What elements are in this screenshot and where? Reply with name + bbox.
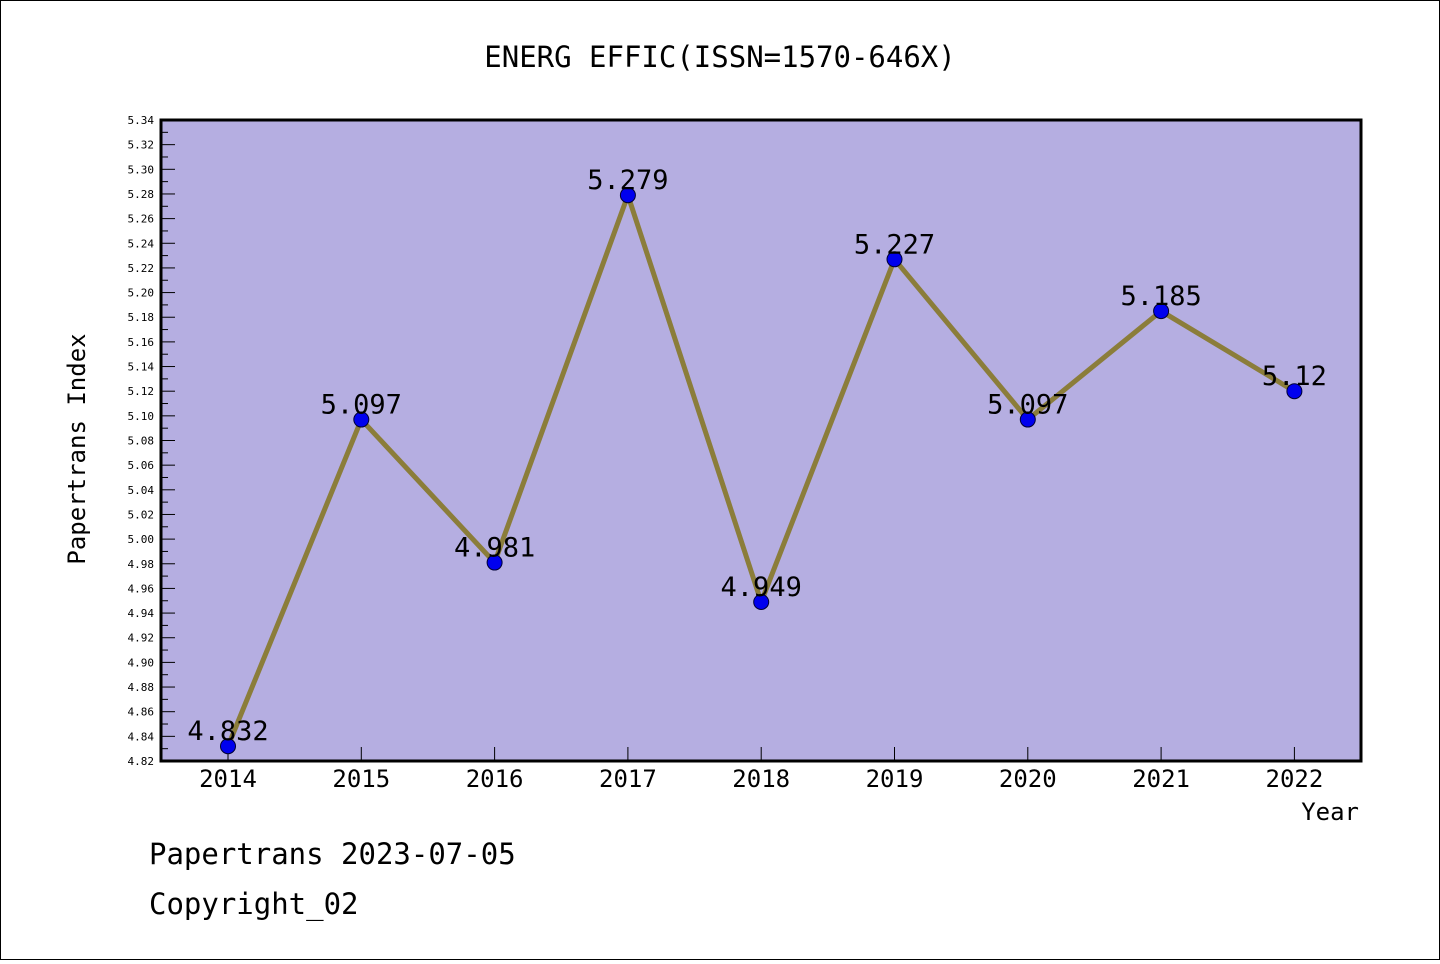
y-tick-label: 5.30 [128, 163, 155, 176]
y-tick-label: 5.06 [128, 459, 155, 472]
y-tick-label: 5.18 [128, 311, 155, 324]
y-tick-label: 5.04 [128, 484, 155, 497]
y-axis-label: Papertrans Index [63, 333, 91, 564]
x-tick-label: 2018 [732, 765, 790, 793]
data-label: 4.832 [187, 716, 268, 747]
data-point [886, 251, 903, 268]
x-tick-label: 2017 [599, 765, 657, 793]
data-label: 5.097 [321, 390, 402, 421]
x-axis: 2014 2015 2016 2017 2018 2019 2020 2021 2022 [199, 747, 1323, 793]
y-tick-label: 5.02 [128, 508, 155, 521]
y-tick-label: 4.94 [128, 607, 155, 620]
data-label: 4.949 [721, 572, 802, 603]
y-tick-label: 5.28 [128, 188, 155, 201]
y-tick-label: 4.82 [128, 755, 155, 768]
data-point [220, 738, 236, 755]
y-tick-label: 4.96 [128, 582, 155, 595]
y-tick-label: 5.14 [128, 361, 155, 374]
x-tick-label: 2015 [332, 765, 390, 793]
y-tick-label: 5.22 [128, 262, 155, 275]
y-tick-label: 4.86 [128, 706, 155, 719]
y-tick-label: 4.90 [128, 656, 155, 669]
plot-area [161, 120, 1361, 761]
y-tick-label: 5.20 [128, 287, 155, 300]
data-label: 5.279 [587, 165, 668, 196]
y-tick-label: 5.00 [128, 533, 155, 546]
x-tick-label: 2020 [999, 765, 1057, 793]
chart-title: ENERG EFFIC(ISSN=1570-646X) [484, 40, 955, 74]
series-line-group [220, 187, 1303, 755]
y-tick-label: 5.26 [128, 213, 155, 226]
y-tick-label: 5.34 [128, 114, 155, 127]
y-tick-label: 5.08 [128, 435, 155, 448]
data-label: 5.185 [1120, 281, 1201, 312]
y-tick-label: 5.12 [128, 385, 155, 398]
x-axis-label: Year [1301, 798, 1359, 826]
x-tick-label: 2014 [199, 765, 257, 793]
data-label: 5.097 [987, 390, 1068, 421]
x-tick-label: 2019 [866, 765, 924, 793]
y-tick-label: 5.10 [128, 410, 155, 423]
data-point [1019, 411, 1036, 428]
footer-date: Papertrans 2023-07-05 [149, 837, 516, 871]
x-tick-label: 2021 [1132, 765, 1190, 793]
data-point [353, 411, 370, 428]
data-point [1286, 383, 1303, 400]
y-tick-label: 5.16 [128, 336, 155, 349]
y-tick-label: 4.88 [128, 681, 155, 694]
y-tick-label: 4.92 [128, 632, 155, 645]
data-label: 5.12 [1262, 361, 1327, 392]
y-tick-label: 4.98 [128, 558, 155, 571]
data-point [1153, 303, 1170, 320]
plot-border [159, 118, 1363, 763]
x-tick-label: 2016 [466, 765, 524, 793]
data-point [486, 554, 503, 571]
data-point [619, 187, 636, 204]
data-label-group: 4.832 5.097 4.981 5.279 4.949 5.227 5.097 5.185… [187, 165, 1327, 747]
x-tick-label: 2022 [1266, 765, 1324, 793]
data-label: 4.981 [454, 533, 535, 564]
y-axis: 4.82 4.84 4.86 4.88 4.90 4.92 4.94 4.96 4.98 5.00… [128, 114, 175, 768]
y-tick-label: 5.24 [128, 237, 155, 250]
footer-copyright: Copyright_02 [149, 887, 359, 922]
data-label: 5.227 [854, 229, 935, 260]
y-tick-label: 4.84 [128, 730, 155, 743]
y-tick-label: 5.32 [128, 139, 155, 152]
data-point [753, 593, 770, 610]
